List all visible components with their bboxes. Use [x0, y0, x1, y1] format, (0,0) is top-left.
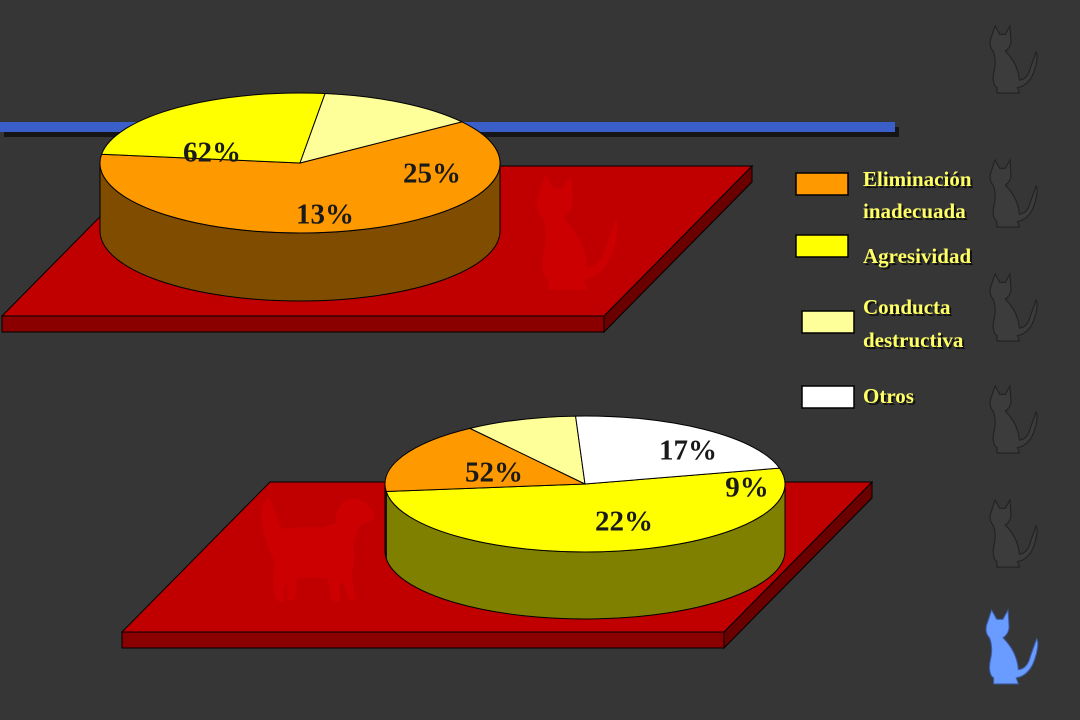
slice-label-agresividad: 25% — [403, 158, 461, 190]
faint-cat-icon — [989, 273, 1038, 342]
legend-swatch — [801, 310, 855, 334]
pie-slice-agresividad — [385, 467, 786, 553]
legend-label: Eliminación — [863, 167, 972, 191]
legend-label: Otros — [863, 384, 914, 408]
pie-chart-cat: 62% 25% 13% — [99, 92, 501, 302]
legend-label-shadow: destructiva — [865, 330, 966, 354]
faint-cat-icon — [989, 385, 1038, 454]
slice-label-agresividad: 52% — [465, 457, 523, 489]
legend-label-shadow: Agresividad — [865, 246, 973, 270]
legend: EliminaciónEliminacióninadecuadainadecua… — [795, 167, 974, 410]
pie-side-eliminacion — [384, 483, 387, 559]
faint-cat-icon — [989, 159, 1038, 228]
legend-label: Conducta — [863, 295, 951, 319]
highlighted-cat-icon — [985, 609, 1039, 685]
legend-swatch — [795, 172, 849, 196]
decorative-cat-column — [985, 25, 1039, 685]
pie-slice-conducta — [299, 93, 464, 164]
pie-top-faces — [384, 415, 786, 553]
legend-label-shadow: Conducta — [865, 297, 953, 321]
pie-slice-agresividad — [100, 92, 326, 164]
slice-label-conducta: 13% — [296, 199, 354, 231]
pie-chart-dog: 52% 17%9% 22% — [384, 415, 786, 620]
faint-cat-icon — [989, 25, 1038, 94]
legend-label: Agresividad — [863, 244, 971, 268]
legend-item-eliminacion-inadecuada: EliminaciónEliminacióninadecuadainadecua… — [795, 167, 974, 225]
legend-swatch — [795, 234, 849, 258]
legend-label: inadecuada — [863, 199, 966, 223]
pie-labels: 52% 17%9% 22% — [465, 435, 769, 538]
legend-swatch — [801, 385, 855, 409]
faint-cat-icon — [989, 499, 1038, 568]
pie-top-faces — [99, 92, 501, 234]
slice-label-eliminacion: 62% — [183, 137, 241, 169]
pie-slice-eliminacion — [99, 121, 501, 234]
legend-label-shadow: Otros — [865, 386, 916, 410]
pie-labels: 62% 25% 13% — [183, 137, 461, 231]
pie-slice-eliminacion — [384, 427, 586, 492]
pie-slice-otros — [575, 415, 781, 485]
slice-label-conducta: 9% — [725, 472, 769, 504]
pie-slice-conducta — [468, 415, 586, 485]
legend-label: destructiva — [863, 328, 964, 352]
slice-label-otros: 22% — [595, 506, 653, 538]
slice-label-eliminacion: 17% — [659, 435, 717, 467]
legend-label-shadow: Eliminación — [865, 169, 974, 193]
legend-label-shadow: inadecuada — [865, 201, 968, 225]
